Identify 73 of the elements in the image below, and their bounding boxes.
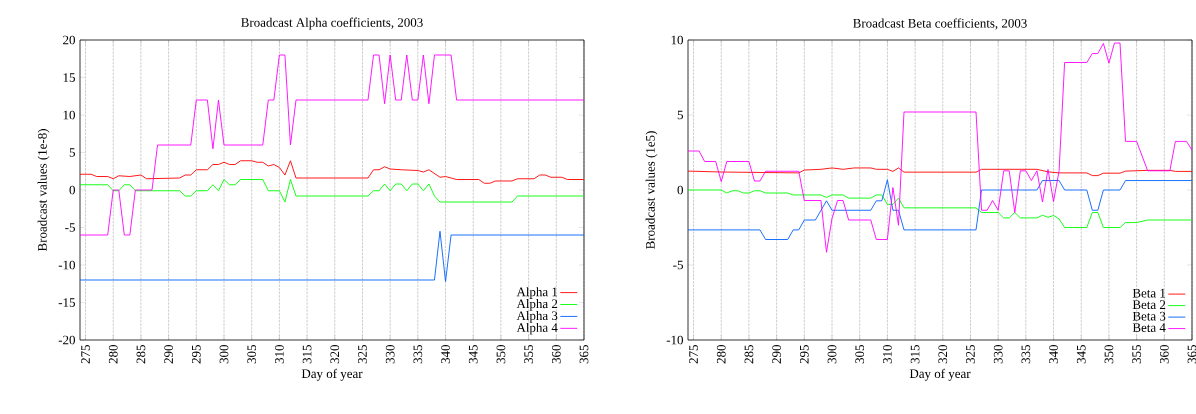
x-tick-label: 290 — [772, 345, 781, 364]
y-tick-label: 5 — [677, 110, 683, 120]
x-tick-label: 295 — [191, 345, 201, 364]
x-tick-label: 335 — [413, 345, 423, 364]
y-axis-title: Broadcast values (1e5) — [645, 131, 658, 249]
line-series — [80, 230, 584, 282]
x-tick-label: 310 — [275, 345, 284, 364]
legend-label: Beta 2 — [1132, 300, 1166, 310]
x-tick-label: 285 — [136, 345, 146, 364]
x-tick-label: 325 — [966, 345, 975, 364]
x-tick-label: 360 — [551, 345, 561, 364]
x-tick-label: 275 — [689, 345, 698, 364]
x-tick-label: 280 — [108, 345, 118, 364]
x-tick-label: 325 — [358, 345, 367, 364]
y-tick-label: 20 — [63, 35, 75, 45]
y-tick-label: -20 — [58, 335, 75, 345]
line-series — [688, 167, 1193, 177]
y-tick-label: -10 — [666, 335, 683, 345]
y-tick-label: -5 — [65, 223, 75, 232]
legend-label: Alpha 4 — [516, 322, 558, 335]
legend-label: Alpha 1 — [516, 287, 558, 299]
x-tick-label: 290 — [164, 345, 173, 364]
x-tick-label: 345 — [468, 345, 478, 364]
y-tick-label: -5 — [673, 260, 683, 270]
legend-label: Alpha 2 — [516, 299, 558, 311]
legend-label: Beta 4 — [1132, 323, 1166, 332]
x-tick-label: 320 — [938, 345, 948, 364]
legend-label: Alpha 3 — [516, 310, 558, 323]
line-series — [688, 189, 1193, 228]
x-axis-title: Day of year — [909, 368, 971, 381]
x-tick-label: 275 — [81, 345, 90, 364]
line-series — [688, 179, 1193, 240]
x-tick-label: 315 — [910, 345, 920, 364]
y-tick-label: 5 — [69, 148, 75, 157]
y-tick-label: 0 — [677, 185, 683, 195]
x-tick-label: 340 — [1049, 345, 1058, 364]
x-tick-label: 340 — [441, 345, 450, 364]
x-tick-label: 280 — [716, 345, 726, 364]
x-tick-label: 330 — [385, 345, 395, 364]
x-tick-label: 310 — [883, 345, 892, 364]
legend-label: Beta 1 — [1132, 288, 1166, 298]
x-tick-label: 305 — [855, 345, 865, 364]
chart-title: Broadcast Beta coefficients, 2003 — [853, 18, 1027, 30]
y-tick-label: 10 — [671, 35, 683, 45]
y-tick-label: -10 — [58, 260, 75, 270]
x-tick-label: 305 — [247, 345, 257, 364]
x-tick-label: 335 — [1021, 345, 1031, 364]
x-tick-label: 365 — [1187, 345, 1196, 364]
legend-label: Beta 3 — [1132, 311, 1166, 321]
line-series — [80, 54, 584, 236]
x-tick-label: 360 — [1159, 345, 1169, 364]
x-tick-label: 350 — [496, 345, 506, 364]
x-tick-label: 355 — [1132, 345, 1141, 364]
x-tick-label: 285 — [744, 345, 754, 364]
x-tick-label: 355 — [524, 345, 533, 364]
x-tick-label: 300 — [219, 345, 229, 364]
y-tick-label: 15 — [63, 73, 75, 82]
x-tick-label: 315 — [302, 345, 312, 364]
y-tick-label: 0 — [69, 185, 75, 195]
x-tick-label: 350 — [1104, 345, 1114, 364]
y-tick-label: 10 — [63, 110, 75, 120]
y-tick-label: -15 — [58, 298, 75, 307]
y-axis-title: Broadcast values (1e-8) — [37, 129, 50, 252]
chart-title: Broadcast Alpha coefficients, 2003 — [241, 17, 423, 30]
x-tick-label: 345 — [1076, 345, 1086, 364]
x-tick-label: 330 — [993, 345, 1003, 364]
x-axis-title: Day of year — [301, 368, 363, 381]
line-series — [80, 179, 584, 203]
x-tick-label: 300 — [827, 345, 837, 364]
x-tick-label: 365 — [579, 345, 589, 364]
line-series — [688, 42, 1193, 253]
x-tick-label: 295 — [799, 345, 809, 364]
x-tick-label: 320 — [330, 345, 340, 364]
